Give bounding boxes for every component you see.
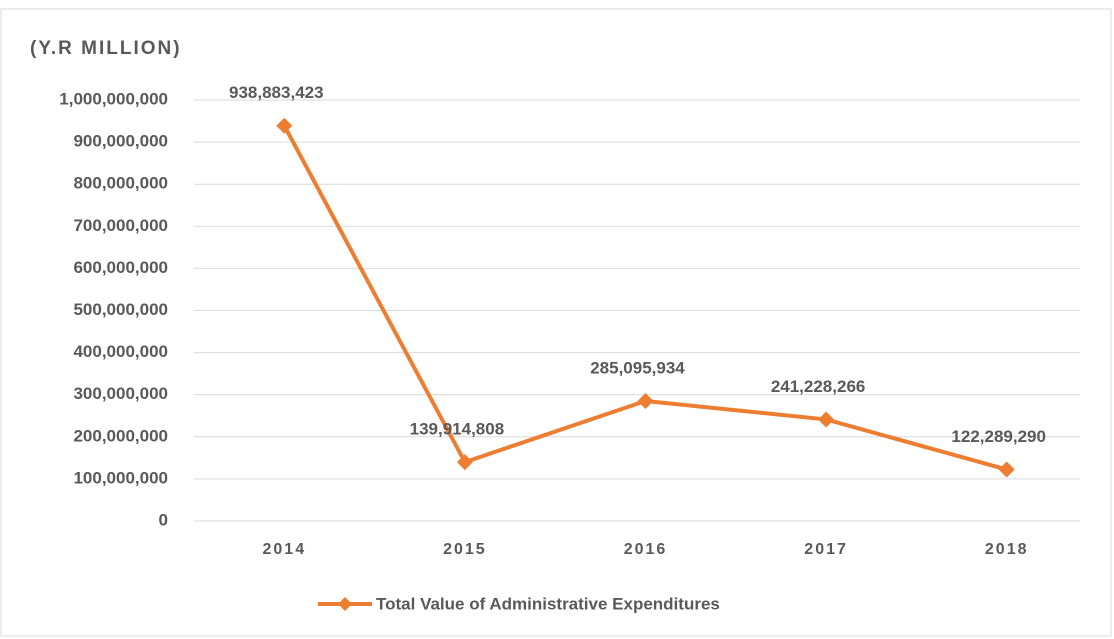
y-tick-label: 0 — [159, 510, 168, 529]
y-tick-label: 700,000,000 — [73, 216, 168, 235]
marker — [276, 117, 293, 134]
y-tick-label: 400,000,000 — [73, 342, 168, 361]
chart-border — [0, 8, 1112, 637]
marker — [637, 392, 654, 409]
x-tick-label: 2015 — [443, 541, 487, 558]
y-tick-label: 600,000,000 — [73, 258, 168, 277]
x-tick-label: 2016 — [624, 541, 668, 558]
marker — [818, 411, 835, 428]
data-label: 122,289,290 — [951, 427, 1046, 446]
y-tick-label: 1,000,000,000 — [59, 89, 168, 108]
x-tick-label: 2014 — [263, 541, 307, 558]
y-tick-label: 900,000,000 — [73, 132, 168, 151]
data-label: 139,914,808 — [410, 420, 505, 439]
marker — [998, 461, 1015, 478]
y-axis-label: (Y.R MILLION) — [30, 38, 182, 59]
y-tick-label: 200,000,000 — [73, 426, 168, 445]
data-label: 285,095,934 — [590, 358, 685, 377]
legend-marker — [338, 597, 352, 611]
y-tick-label: 300,000,000 — [73, 384, 168, 403]
x-tick-label: 2018 — [985, 541, 1029, 558]
marker — [456, 454, 473, 471]
y-tick-label: 800,000,000 — [73, 174, 168, 193]
y-tick-label: 500,000,000 — [73, 300, 168, 319]
data-label: 938,883,423 — [229, 83, 324, 102]
x-tick-label: 2017 — [804, 541, 848, 558]
y-tick-label: 100,000,000 — [73, 468, 168, 487]
legend-label: Total Value of Administrative Expenditur… — [376, 594, 720, 613]
data-label: 241,228,266 — [771, 377, 866, 396]
